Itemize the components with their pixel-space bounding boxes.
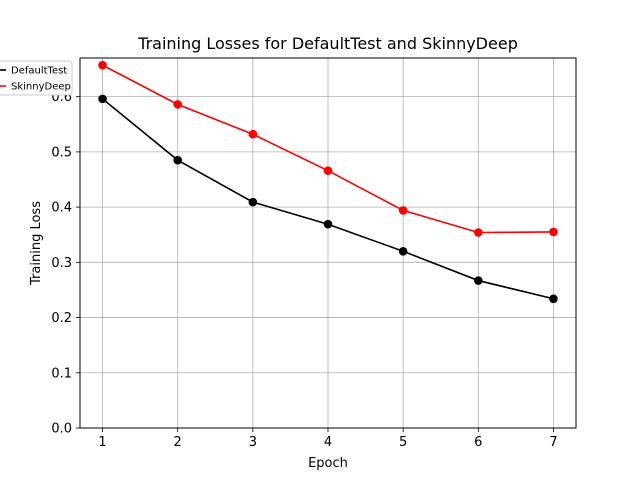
x-axis-label: Epoch — [308, 456, 348, 471]
data-point-defaulttest — [98, 94, 107, 104]
data-point-skinnydeep — [474, 228, 483, 237]
data-point-skinnydeep — [173, 100, 182, 109]
y-tick-label: 0.0 — [51, 422, 72, 437]
legend-label-defaulttest: DefaultTest — [11, 66, 67, 77]
data-point-defaulttest — [549, 294, 558, 304]
data-point-skinnydeep — [398, 206, 408, 215]
legend-label-skinnydeep: SkinnyDeep — [11, 82, 71, 93]
data-point-skinnydeep — [98, 60, 107, 70]
x-tick-label: 2 — [174, 435, 182, 450]
y-tick-label: 0.1 — [51, 366, 72, 381]
data-point-defaulttest — [173, 155, 182, 165]
grid — [80, 58, 576, 429]
x-tick-label: 4 — [324, 435, 332, 450]
series-layer — [98, 60, 558, 304]
y-tick-label: 0.2 — [51, 311, 72, 326]
legend-box — [0, 60, 73, 96]
x-tick-label: 7 — [549, 435, 557, 450]
series-defaulttest — [98, 94, 558, 304]
x-tick-label: 1 — [98, 435, 106, 450]
x-tick-label: 6 — [474, 435, 482, 450]
series-skinnydeep — [98, 60, 558, 237]
y-tick-label: 0.3 — [51, 256, 72, 271]
data-point-skinnydeep — [323, 166, 333, 175]
x-tick-label: 3 — [249, 435, 257, 450]
chart-title: Training Losses for DefaultTest and Skin… — [137, 34, 518, 53]
data-point-defaulttest — [474, 276, 483, 285]
x-tick-label: 5 — [399, 435, 407, 450]
y-axis-label: Training Loss — [29, 201, 44, 286]
data-point-skinnydeep — [549, 227, 558, 237]
data-point-skinnydeep — [248, 129, 258, 139]
data-point-defaulttest — [248, 197, 258, 207]
data-point-defaulttest — [323, 219, 333, 229]
data-point-defaulttest — [398, 246, 408, 256]
y-tick-label: 0.5 — [51, 145, 72, 160]
y-tick-label: 0.4 — [51, 201, 72, 216]
legend: DefaultTest SkinnyDeep — [0, 60, 73, 96]
ticks: 1 2 3 4 5 6 70.00.10.20.30.40.50.6 — [51, 90, 557, 450]
